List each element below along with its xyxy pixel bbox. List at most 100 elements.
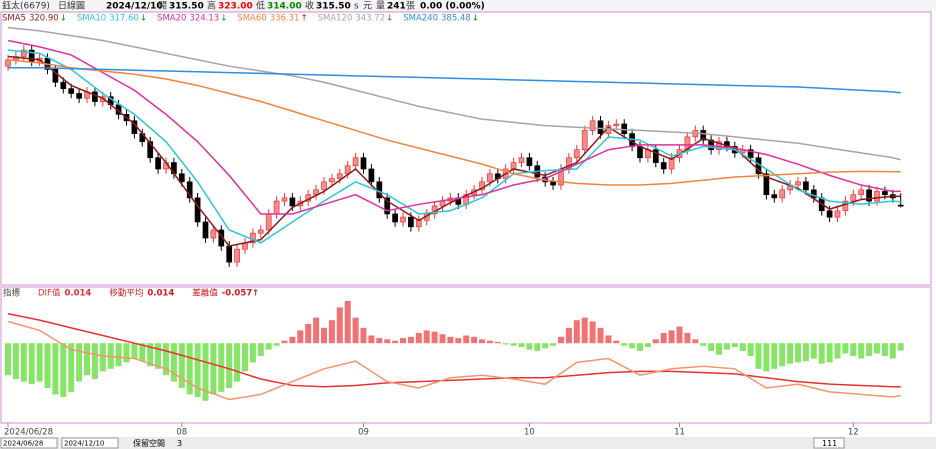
histogram-bar — [60, 343, 67, 397]
legend-value: 343.72 — [355, 14, 385, 24]
histogram-bar — [889, 343, 896, 359]
from-input[interactable] — [0, 437, 58, 449]
histogram-bar — [510, 343, 517, 346]
histogram-bar — [644, 343, 651, 348]
histogram-bar — [660, 332, 667, 344]
period: 日線圖 — [58, 0, 85, 12]
histogram-bar — [147, 343, 154, 367]
candle-body — [20, 49, 27, 57]
histogram-bar — [328, 320, 335, 344]
oscillator-line — [7, 320, 901, 401]
candle-body — [226, 245, 233, 263]
histogram-bar — [629, 343, 636, 349]
volume: 241 — [387, 2, 406, 12]
legend-trend: ↑ — [300, 14, 307, 24]
count-input[interactable] — [813, 437, 845, 449]
legend-value: 336.31 — [270, 14, 300, 24]
histogram-bar — [384, 339, 391, 344]
histogram-bar — [155, 343, 162, 369]
candle-body — [874, 191, 880, 202]
legend-name: SMA5 — [2, 14, 26, 24]
reserve-label: 保留空間 — [133, 438, 165, 448]
histogram-bar — [210, 343, 217, 395]
oscillator-legend-name: DIF值 — [38, 288, 61, 299]
candle-body — [668, 157, 675, 170]
oscillator-legend-value: -0.057↑ — [222, 289, 260, 299]
legend-trend: ↓ — [386, 14, 393, 24]
x-tick-label: 12 — [848, 428, 859, 438]
histogram-bar — [226, 343, 233, 388]
oscillator-legend-value: 0.014 — [64, 289, 91, 299]
candle-body — [803, 181, 809, 191]
histogram-bar — [494, 341, 501, 344]
ma-line — [7, 39, 901, 215]
histogram-bar — [763, 343, 770, 372]
histogram-bar — [676, 326, 683, 344]
oscillator-legend-name: 差離值 — [192, 288, 218, 299]
legend-value: 385.48 — [441, 14, 471, 24]
ma-line — [7, 26, 901, 161]
candle-body — [60, 81, 67, 90]
histogram-bar — [502, 343, 509, 345]
histogram-bar — [273, 343, 280, 346]
histogram-bar — [297, 330, 304, 344]
histogram-bar — [597, 327, 604, 344]
high: 323.00 — [218, 2, 253, 12]
flag: s — [354, 2, 359, 12]
candle-body — [194, 197, 201, 223]
histogram-bar — [289, 336, 296, 344]
candle-body — [265, 213, 272, 231]
candle-body — [76, 93, 82, 99]
histogram-bar — [194, 343, 201, 397]
candle-body — [178, 173, 185, 183]
candle-body — [573, 149, 580, 159]
histogram-bar — [5, 343, 11, 376]
candle-body — [700, 130, 707, 141]
histogram-bar — [621, 343, 628, 346]
candle-body — [400, 216, 406, 223]
candle-body — [771, 194, 778, 199]
histogram-bar — [368, 335, 375, 344]
histogram-bar — [842, 343, 849, 354]
histogram-bar — [716, 343, 722, 355]
x-tick-label: 08 — [176, 428, 187, 438]
candle-body — [415, 220, 422, 228]
histogram-bar — [234, 343, 241, 382]
candle-body — [897, 204, 904, 207]
histogram-bar — [257, 343, 264, 356]
from-date: 2024/06/28 — [3, 440, 43, 448]
histogram-bar — [52, 343, 59, 395]
candle-body — [52, 69, 59, 83]
histogram-bar — [415, 332, 422, 344]
reserve: 3 — [177, 439, 182, 448]
histogram-bar — [637, 343, 643, 351]
histogram-bar — [850, 343, 857, 356]
histogram-bar — [281, 340, 288, 344]
histogram-bar — [123, 343, 130, 363]
unit: 元 — [363, 2, 372, 12]
date: 2024/12/10 — [106, 2, 163, 12]
legend-trend: ↓ — [60, 14, 67, 24]
candle-body — [352, 157, 359, 167]
candle-body — [660, 162, 667, 170]
histogram-bar — [115, 343, 122, 367]
histogram-bar — [249, 343, 256, 363]
x-tick-label: 11 — [674, 428, 685, 438]
candle-body — [234, 248, 240, 263]
histogram-bar — [613, 340, 620, 344]
volume-label: 量 — [376, 1, 385, 12]
ma-line — [7, 59, 901, 186]
histogram-bar — [20, 343, 27, 382]
candle-body — [210, 229, 217, 239]
to-input[interactable] — [61, 437, 119, 449]
histogram-bar — [668, 330, 675, 344]
histogram-bar — [305, 324, 312, 344]
x-tick-label: 10 — [524, 428, 535, 438]
low: 314.00 — [267, 2, 302, 12]
legend-name: SMA10 — [77, 14, 106, 24]
candle-body — [147, 141, 154, 159]
candle-body — [826, 210, 833, 218]
candle-body — [866, 189, 872, 202]
legend-name: SMA240 — [403, 14, 438, 24]
histogram-bar — [163, 343, 169, 376]
